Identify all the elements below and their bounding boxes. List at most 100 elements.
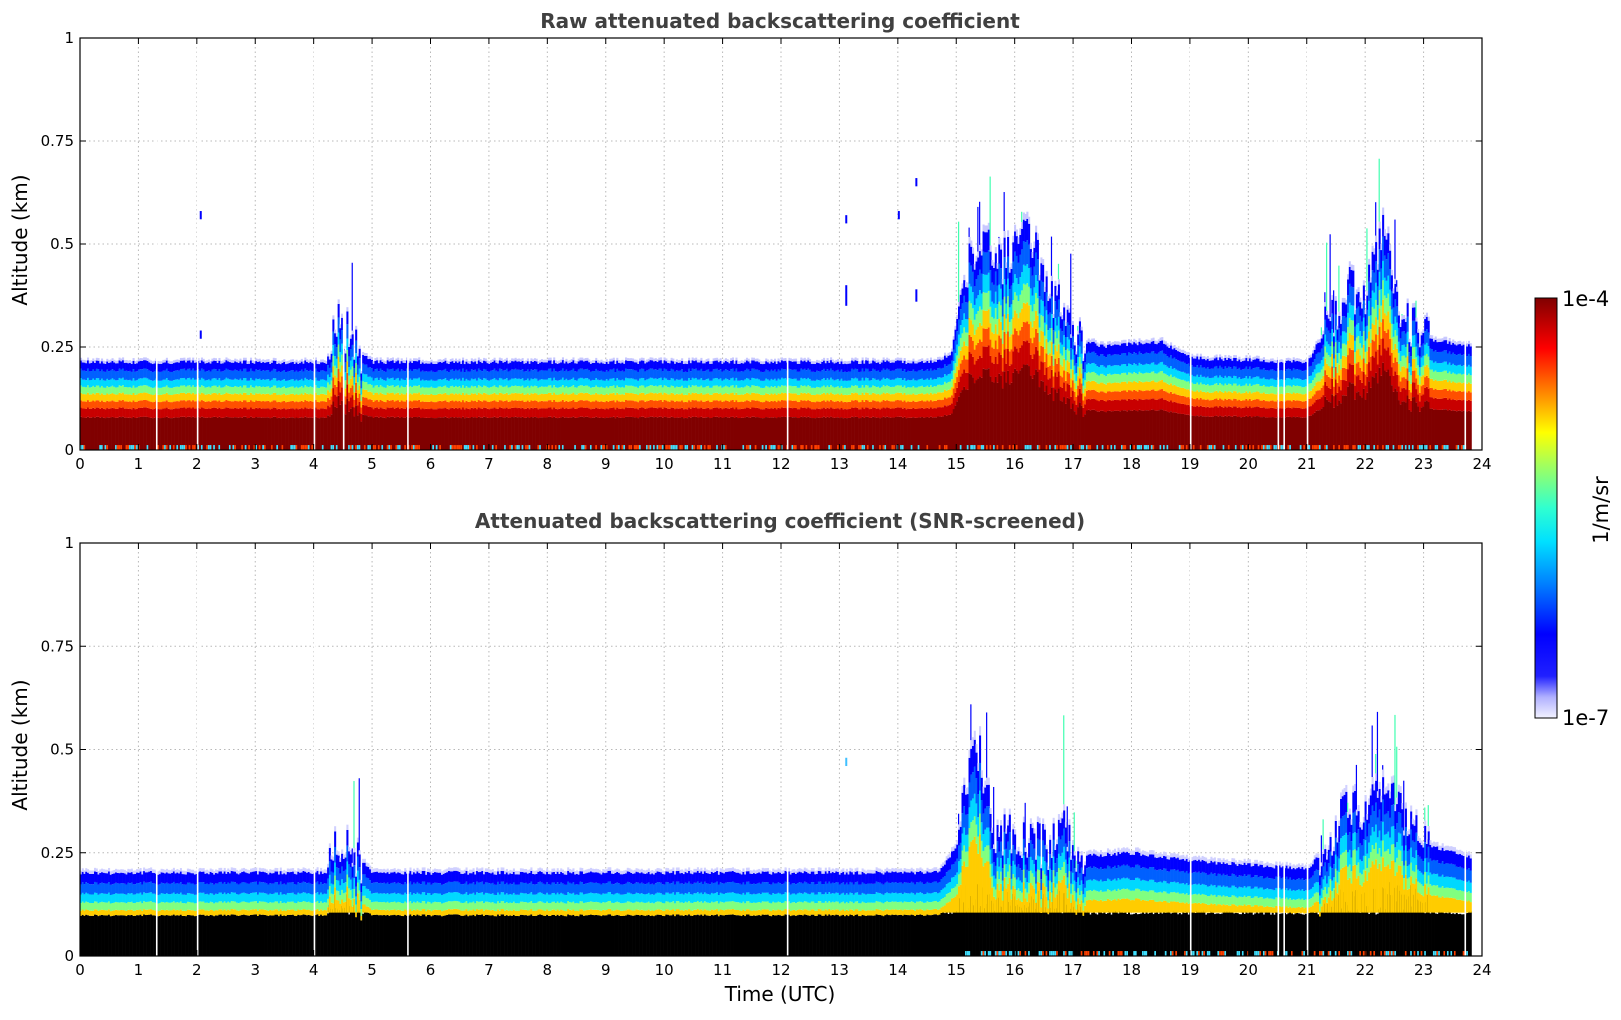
data-cell — [398, 360, 402, 364]
data-cell — [560, 362, 563, 371]
data-cell — [379, 416, 382, 450]
data-cell — [113, 417, 116, 450]
data-cell — [400, 400, 403, 408]
data-cell — [602, 363, 605, 372]
data-cell — [733, 371, 736, 381]
data-cell — [742, 371, 745, 381]
data-cell — [299, 417, 302, 450]
data-cell — [484, 393, 487, 401]
data-cell — [292, 361, 295, 371]
data-cell — [921, 393, 924, 401]
data-cell — [405, 400, 409, 408]
data-cell — [572, 357, 575, 361]
data-cell — [239, 400, 242, 408]
surface-cell — [335, 445, 338, 450]
data-cell — [535, 369, 538, 379]
data-cell — [428, 360, 431, 364]
data-cell — [353, 384, 356, 393]
data-cell — [260, 408, 263, 418]
data-cell — [607, 380, 610, 388]
data-cell — [549, 360, 552, 369]
data-cell — [421, 362, 424, 371]
data-cell — [712, 407, 715, 418]
data-cell — [649, 385, 652, 393]
data-cell — [458, 393, 461, 401]
data-cell — [477, 368, 480, 378]
data-cell — [109, 401, 112, 409]
data-cell — [188, 385, 191, 393]
data-cell — [979, 339, 982, 356]
data-cell — [952, 370, 955, 380]
data-cell — [279, 409, 282, 419]
data-cell — [675, 362, 678, 371]
data-cell — [488, 371, 491, 381]
data-cell — [188, 407, 191, 417]
data-cell — [246, 402, 249, 410]
data-cell — [965, 372, 968, 390]
data-cell — [183, 357, 186, 361]
data-cell — [907, 379, 910, 388]
data-cell — [425, 408, 428, 418]
data-cell — [795, 386, 798, 394]
data-cell — [784, 360, 787, 370]
data-cell — [234, 400, 237, 408]
data-cell — [290, 359, 293, 363]
data-cell — [600, 393, 603, 402]
surface-cell — [747, 445, 750, 450]
data-cell — [835, 379, 838, 387]
data-cell — [579, 407, 582, 417]
data-cell — [924, 359, 927, 363]
data-cell — [807, 385, 810, 393]
data-cell — [90, 408, 93, 418]
data-cell — [127, 401, 130, 409]
data-cell — [453, 417, 456, 450]
data-cell — [816, 408, 819, 418]
data-cell — [889, 394, 892, 402]
data-cell — [136, 417, 139, 450]
data-cell — [763, 409, 766, 419]
data-cell — [498, 416, 501, 450]
data-cell — [362, 363, 365, 374]
surface-cell — [742, 445, 745, 450]
data-cell — [416, 400, 419, 408]
data-cell — [309, 386, 312, 394]
data-cell — [122, 377, 125, 386]
data-cell — [861, 392, 864, 401]
data-cell — [651, 357, 654, 361]
data-cell — [949, 381, 952, 390]
data-cell — [737, 387, 740, 395]
data-cell — [199, 379, 202, 388]
data-cell — [272, 385, 275, 393]
data-cell — [463, 395, 466, 403]
data-cell — [773, 417, 777, 450]
data-cell — [514, 385, 517, 393]
data-cell — [891, 370, 894, 380]
data-cell — [875, 362, 878, 371]
data-cell — [206, 380, 209, 388]
data-cell — [959, 392, 962, 450]
data-cell — [474, 369, 477, 379]
data-cell — [377, 360, 380, 364]
data-cell — [95, 392, 98, 401]
data-cell — [264, 387, 267, 395]
data-cell — [994, 376, 997, 450]
data-cell — [123, 379, 126, 388]
data-cell — [915, 387, 918, 395]
data-cell — [200, 357, 203, 361]
data-cell — [511, 361, 514, 370]
data-cell — [891, 401, 894, 409]
surface-cell — [616, 445, 619, 450]
data-cell — [290, 370, 293, 380]
data-cell — [858, 387, 861, 396]
data-cell — [623, 361, 626, 364]
data-cell — [150, 387, 153, 395]
data-cell — [747, 417, 750, 450]
data-cell — [172, 394, 175, 402]
data-cell — [950, 348, 954, 352]
data-cell — [92, 407, 95, 418]
data-cell — [742, 363, 745, 372]
data-cell — [143, 357, 146, 361]
data-cell — [472, 379, 475, 387]
data-cell — [986, 225, 989, 233]
data-cell — [218, 378, 221, 386]
